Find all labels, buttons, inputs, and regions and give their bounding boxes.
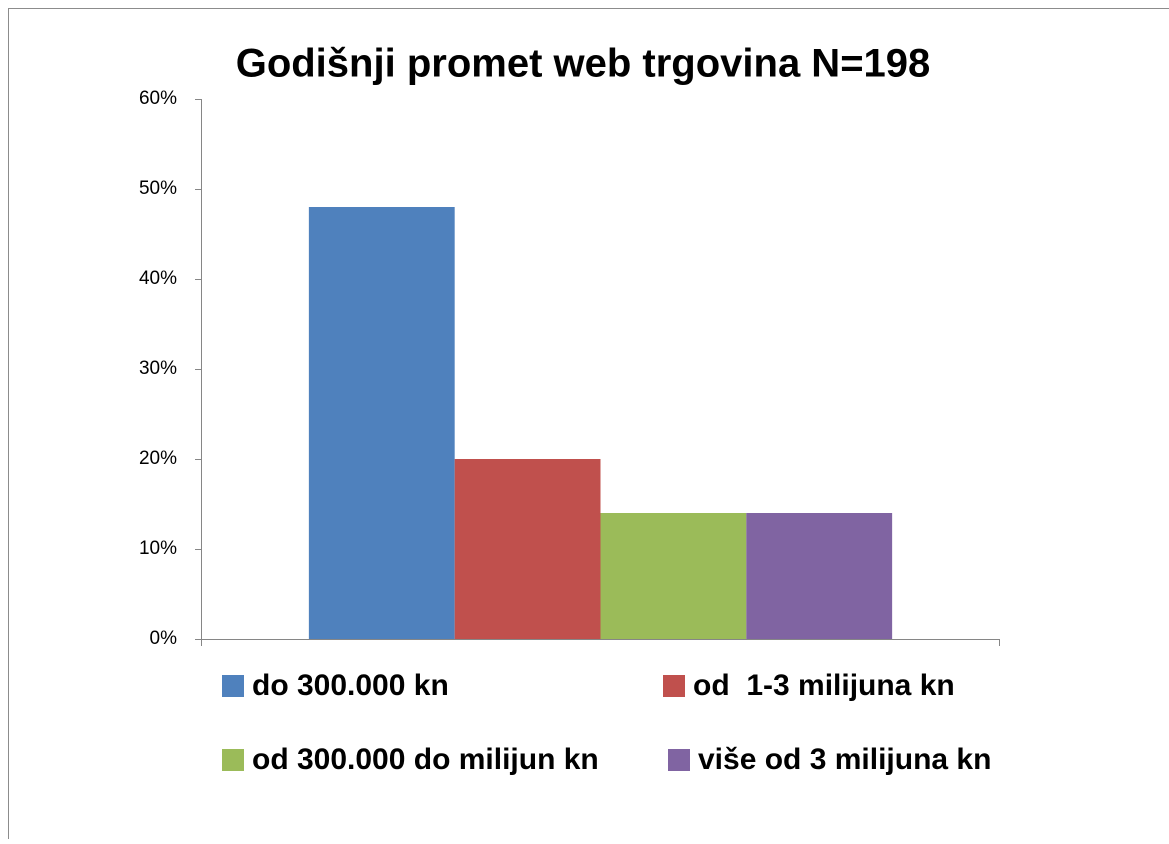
y-tick-label: 40% bbox=[139, 268, 177, 289]
y-tick-label: 60% bbox=[139, 88, 177, 109]
legend-swatch bbox=[668, 749, 690, 771]
chart-title: Godišnji promet web trgovina N=198 bbox=[236, 42, 931, 86]
bar bbox=[455, 459, 601, 639]
legend-label: od 1-3 milijuna kn bbox=[693, 669, 955, 702]
y-tick-label: 50% bbox=[139, 178, 177, 199]
legend-label: od 300.000 do milijun kn bbox=[252, 743, 599, 776]
y-tick-label: 10% bbox=[139, 538, 177, 559]
legend-swatch bbox=[222, 675, 244, 697]
bar bbox=[601, 513, 747, 639]
legend-swatch bbox=[222, 749, 244, 771]
legend-swatch bbox=[663, 675, 685, 697]
legend-label: do 300.000 kn bbox=[252, 669, 449, 702]
y-tick-label: 0% bbox=[150, 628, 178, 649]
bar bbox=[746, 513, 892, 639]
bar bbox=[309, 207, 455, 639]
chart-border bbox=[9, 9, 1169, 840]
legend-label: više od 3 milijuna kn bbox=[698, 743, 991, 776]
y-tick-label: 30% bbox=[139, 358, 177, 379]
y-tick-label: 20% bbox=[139, 448, 177, 469]
